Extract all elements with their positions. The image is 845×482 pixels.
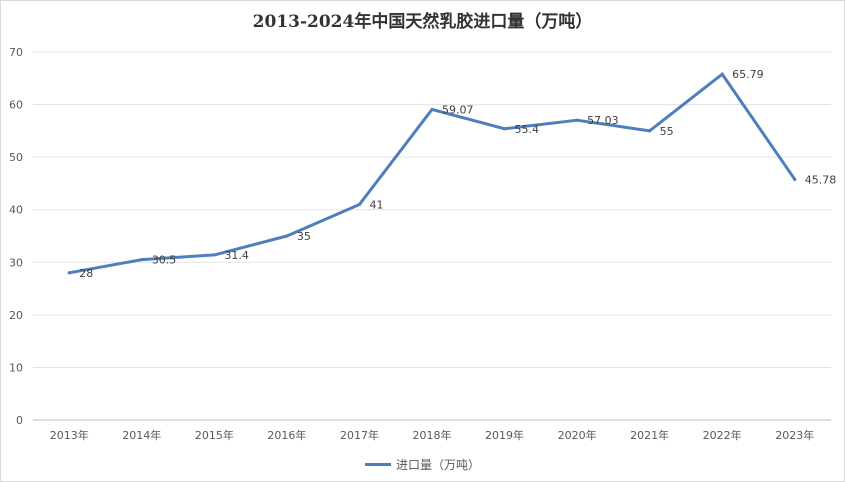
y-tick-label: 40 [9, 204, 23, 217]
data-point [720, 72, 724, 76]
y-tick-label: 30 [9, 256, 23, 269]
data-label: 41 [369, 198, 383, 211]
data-point [793, 177, 797, 181]
x-tick-label: 2015年 [195, 428, 234, 442]
y-tick-label: 60 [9, 99, 23, 112]
x-tick-label: 2018年 [413, 428, 452, 442]
data-point [67, 271, 71, 275]
legend-swatch [364, 463, 391, 466]
data-point [285, 234, 289, 238]
data-point [575, 118, 579, 122]
x-tick-label: 2022年 [703, 428, 742, 442]
data-label: 45.78 [805, 173, 837, 186]
data-label: 28 [79, 267, 93, 280]
data-label: 59.07 [442, 103, 474, 116]
data-label: 57.03 [587, 114, 619, 127]
legend-label: 进口量（万吨） [395, 458, 480, 472]
series-line [67, 72, 797, 275]
y-tick-label: 50 [9, 151, 23, 164]
chart-title: 2013-2024年中国天然乳胶进口量（万吨） [252, 12, 593, 32]
data-label: 55 [660, 125, 674, 138]
data-label: 30.5 [152, 254, 177, 267]
y-tick-label: 20 [9, 309, 23, 322]
data-point [648, 129, 652, 133]
data-label: 55.4 [515, 123, 540, 136]
x-tick-label: 2014年 [122, 428, 161, 442]
x-tick-label: 2020年 [558, 428, 597, 442]
data-label: 35 [297, 230, 311, 243]
data-point [502, 127, 507, 131]
data-point [140, 258, 144, 262]
x-tick-label: 2017年 [340, 428, 379, 442]
x-tick-label: 2016年 [267, 428, 306, 442]
legend: 进口量（万吨） [1, 456, 844, 473]
x-tick-label: 2021年 [630, 428, 669, 442]
data-point [212, 253, 216, 257]
data-point [430, 107, 434, 112]
data-point [357, 202, 362, 207]
data-label: 65.79 [732, 68, 764, 81]
y-tick-label: 70 [9, 46, 23, 59]
x-tick-label: 2023年 [775, 428, 814, 442]
y-tick-label: 10 [9, 361, 23, 374]
x-tick-label: 2013年 [50, 428, 89, 442]
y-tick-label: 0 [16, 414, 23, 427]
data-label: 31.4 [224, 249, 249, 262]
x-tick-label: 2019年 [485, 428, 524, 442]
